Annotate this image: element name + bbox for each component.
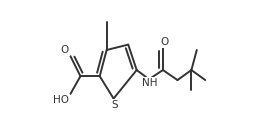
Text: O: O bbox=[61, 45, 69, 55]
Text: S: S bbox=[111, 100, 118, 110]
Text: O: O bbox=[160, 37, 168, 47]
Text: HO: HO bbox=[53, 95, 69, 105]
Text: NH: NH bbox=[142, 78, 158, 88]
